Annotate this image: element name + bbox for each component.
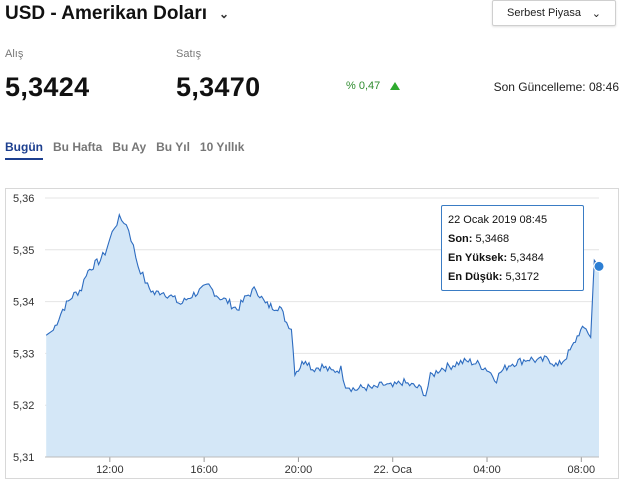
last-updated: Son Güncelleme: 08:46 (493, 80, 619, 94)
y-tick-label: 5,31 (13, 452, 34, 464)
tooltip-last-value: 5,3468 (475, 233, 510, 245)
chart-tooltip: 22 Ocak 2019 08:45 Son: 5,3468 En Yüksek… (441, 205, 584, 291)
tooltip-date: 22 Ocak 2019 08:45 (448, 214, 548, 226)
currency-title[interactable]: USD - Amerikan Doları ⌄ (5, 3, 229, 25)
change-indicator: % 0,47 (346, 80, 401, 92)
tab-today[interactable]: Bugün (5, 140, 43, 160)
tab-this-week[interactable]: Bu Hafta (53, 140, 103, 154)
tooltip-last: Son: 5,3468 (448, 230, 577, 249)
last-point-marker (593, 260, 605, 272)
tooltip-low: En Düşük: 5,3172 (448, 268, 577, 287)
x-tick-label: 20:00 (285, 464, 313, 476)
buy-label: Alış (5, 48, 24, 60)
change-value: % 0,47 (346, 80, 381, 92)
tooltip-low-label: En Düşük: (448, 271, 503, 283)
y-tick-label: 5,36 (13, 193, 34, 205)
period-tabs: Bugün Bu Hafta Bu Ay Bu Yıl 10 Yıllık (5, 140, 254, 160)
series-area (46, 214, 599, 457)
tooltip-high-value: 5,3484 (510, 252, 544, 264)
y-tick-label: 5,35 (13, 245, 34, 257)
tab-10-years[interactable]: 10 Yıllık (199, 140, 245, 154)
chevron-down-icon[interactable]: ⌄ (219, 7, 230, 21)
x-tick-label: 16:00 (190, 464, 218, 476)
tooltip-low-value: 5,3172 (505, 271, 540, 283)
y-tick-label: 5,32 (13, 400, 34, 412)
tooltip-last-label: Son: (448, 233, 473, 245)
y-tick-label: 5,33 (13, 348, 34, 360)
market-select[interactable]: Serbest Piyasa ⌄ (492, 0, 616, 26)
tooltip-high-label: En Yüksek: (448, 252, 508, 264)
market-select-label: Serbest Piyasa (507, 7, 581, 19)
tab-this-year[interactable]: Bu Yıl (156, 140, 190, 154)
x-tick-label: 04:00 (473, 464, 501, 476)
series-line (45, 212, 600, 397)
tab-this-month[interactable]: Bu Ay (112, 140, 147, 154)
sell-label: Satış (176, 48, 202, 60)
y-tick-label: 5,34 (13, 297, 34, 309)
buy-value: 5,3424 (5, 72, 90, 102)
tooltip-high: En Yüksek: 5,3484 (448, 249, 577, 268)
up-arrow-icon (390, 82, 401, 90)
sell-value: 5,3470 (176, 72, 261, 102)
x-tick-label: 08:00 (568, 464, 596, 476)
x-tick-label: 22. Oca (373, 464, 412, 476)
chevron-down-icon: ⌄ (591, 8, 601, 20)
x-tick-label: 12:00 (96, 464, 124, 476)
currency-title-label: USD - Amerikan Doları (5, 3, 208, 24)
